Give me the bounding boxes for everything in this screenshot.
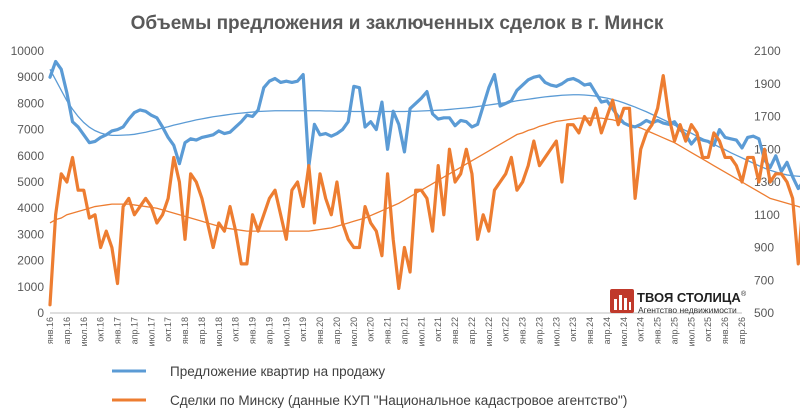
chart-title: Объемы предложения и заключенных сделок …	[131, 13, 664, 34]
x-tick-label: окт.24	[636, 317, 646, 342]
y-left-tick-label: 1000	[17, 280, 44, 294]
y-left-tick-label: 3000	[17, 227, 44, 241]
axes: 0 1000 2000 3000 4000 5000 6000 7000 8000 9000 100…	[11, 44, 781, 346]
trend-line-deals	[49, 117, 800, 232]
brand-registered: ®	[741, 290, 747, 298]
series-line-offers	[48, 59, 800, 191]
y-right-tick-label: 500	[754, 306, 774, 320]
y-right-tick-label: 900	[754, 241, 774, 255]
y-left-tick-label: 9000	[17, 70, 44, 84]
legend: Предложение квартир на продажу Сделки по…	[112, 364, 627, 408]
y-left-tick-label: 2000	[17, 254, 44, 268]
x-tick-label: июл.24	[619, 317, 629, 346]
x-tick-label: окт.16	[96, 317, 106, 342]
x-tick-label: апр.25	[669, 317, 679, 344]
legend-label-deals: Сделки по Минску (данные КУП "Национальн…	[170, 393, 627, 408]
x-tick-label: окт.22	[501, 317, 511, 342]
x-tick-label: апр.24	[602, 317, 612, 344]
x-tick-label: янв.16	[45, 317, 55, 344]
x-tick-label: янв.26	[720, 317, 730, 344]
x-tick-label: июл.17	[146, 317, 156, 346]
legend-label-offers: Предложение квартир на продажу	[170, 364, 385, 379]
series-line-deals	[48, 73, 800, 307]
x-tick-label: янв.20	[315, 317, 325, 344]
x-tick-label: янв.18	[180, 317, 190, 344]
y-right-tick-label: 1100	[754, 208, 780, 222]
x-tick-label: июл.25	[686, 317, 696, 346]
x-tick-label: окт.19	[298, 317, 308, 342]
x-tick-label: апр.20	[332, 317, 342, 344]
y-left-tick-label: 7000	[17, 123, 44, 137]
brand-subtitle: Агентство недвижимости	[638, 305, 737, 315]
x-tick-label: июл.22	[484, 317, 494, 346]
brand-logo: ТВОЯ СТОЛИЦА ® Агентство недвижимости	[610, 289, 747, 315]
y-right-tick-label: 1700	[754, 110, 781, 124]
x-tick-label: окт.23	[568, 317, 578, 342]
y-left-tick-label: 10000	[11, 44, 45, 58]
x-tick-label: июл.16	[79, 317, 89, 346]
y-left-tick-label: 5000	[17, 175, 44, 189]
x-tick-label: янв.19	[248, 317, 258, 344]
x-tick-label: янв.25	[653, 317, 663, 344]
x-tick-label: янв.23	[518, 317, 528, 344]
x-tick-label: янв.21	[383, 317, 393, 344]
y-left-tick-label: 6000	[17, 149, 44, 163]
x-tick-label: апр.22	[467, 317, 477, 344]
x-tick-label: апр.17	[129, 317, 139, 344]
x-tick-label: янв.22	[450, 317, 460, 344]
trend-line-offers	[49, 69, 800, 178]
x-tick-label: апр.21	[399, 317, 409, 344]
x-tick-label: апр.19	[264, 317, 274, 344]
x-tick-label: янв.24	[585, 317, 595, 344]
x-tick-label: апр.26	[737, 317, 747, 344]
x-tick-label: апр.23	[534, 317, 544, 344]
x-tick-label: апр.18	[197, 317, 207, 344]
y-left-tick-label: 4000	[17, 201, 44, 215]
x-tick-label: июл.21	[416, 317, 426, 346]
x-tick-label: июл.20	[349, 317, 359, 346]
y-right-tick-label: 2100	[754, 44, 781, 58]
x-tick-label: июл.23	[551, 317, 561, 346]
x-tick-label: окт.25	[703, 317, 713, 342]
x-tick-label: янв.17	[113, 317, 123, 344]
brand-name: ТВОЯ СТОЛИЦА	[637, 290, 741, 305]
y-left-tick-label: 0	[37, 306, 44, 320]
y-left-tick-label: 8000	[17, 96, 44, 110]
x-tick-label: окт.20	[366, 317, 376, 342]
x-tick-label: апр.16	[62, 317, 72, 344]
y-right-tick-label: 1900	[754, 77, 781, 91]
x-tick-label: окт.21	[433, 317, 443, 342]
y-right-tick-label: 1500	[754, 142, 781, 156]
series-lines	[48, 59, 800, 307]
y-right-tick-label: 700	[754, 273, 774, 287]
x-tick-label: июл.19	[281, 317, 291, 346]
x-tick-label: июл.18	[214, 317, 224, 346]
x-tick-label: окт.17	[163, 317, 173, 342]
x-tick-label: окт.18	[231, 317, 241, 342]
